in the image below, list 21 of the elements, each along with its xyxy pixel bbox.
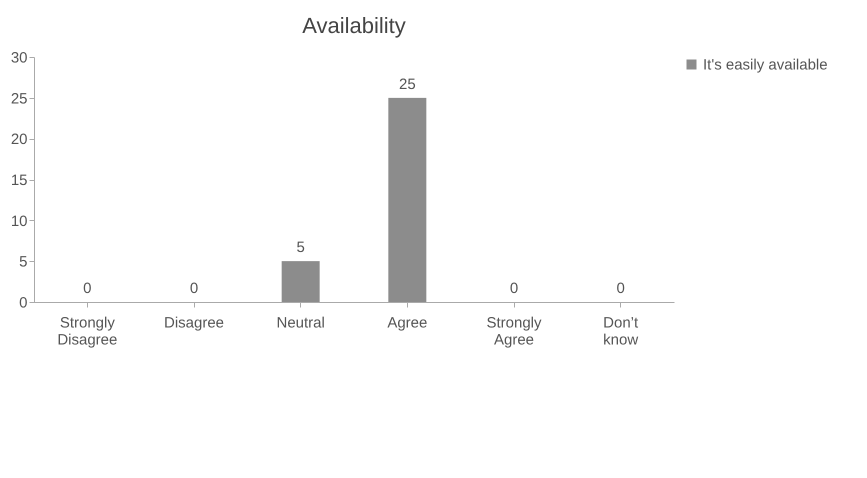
- x-tick-label: Strongly Agree: [486, 314, 542, 348]
- x-tick-label: Strongly Disagree: [57, 314, 118, 348]
- chart-title: Availability: [302, 13, 406, 38]
- y-tick-label: 25: [10, 90, 28, 108]
- y-tick-label: 10: [10, 212, 28, 230]
- data-label: 25: [398, 76, 416, 93]
- data-label: 5: [296, 239, 305, 256]
- data-label: 0: [190, 280, 198, 297]
- y-tick-label: 30: [10, 50, 28, 66]
- x-tick-label: Disagree: [164, 314, 224, 332]
- x-tick-label: Don’t know: [603, 314, 639, 348]
- data-label: 0: [83, 280, 92, 297]
- x-tick-label: Neutral: [276, 314, 325, 332]
- y-tick-label: 5: [19, 254, 28, 271]
- legend-label: It's easily available: [703, 56, 828, 74]
- y-tick-label: 0: [19, 294, 28, 312]
- x-tick-label: Agree: [387, 314, 428, 332]
- y-tick-label: 15: [10, 172, 28, 189]
- data-label: 0: [616, 280, 625, 297]
- y-tick-label: 20: [10, 131, 28, 148]
- data-label: 0: [510, 280, 518, 297]
